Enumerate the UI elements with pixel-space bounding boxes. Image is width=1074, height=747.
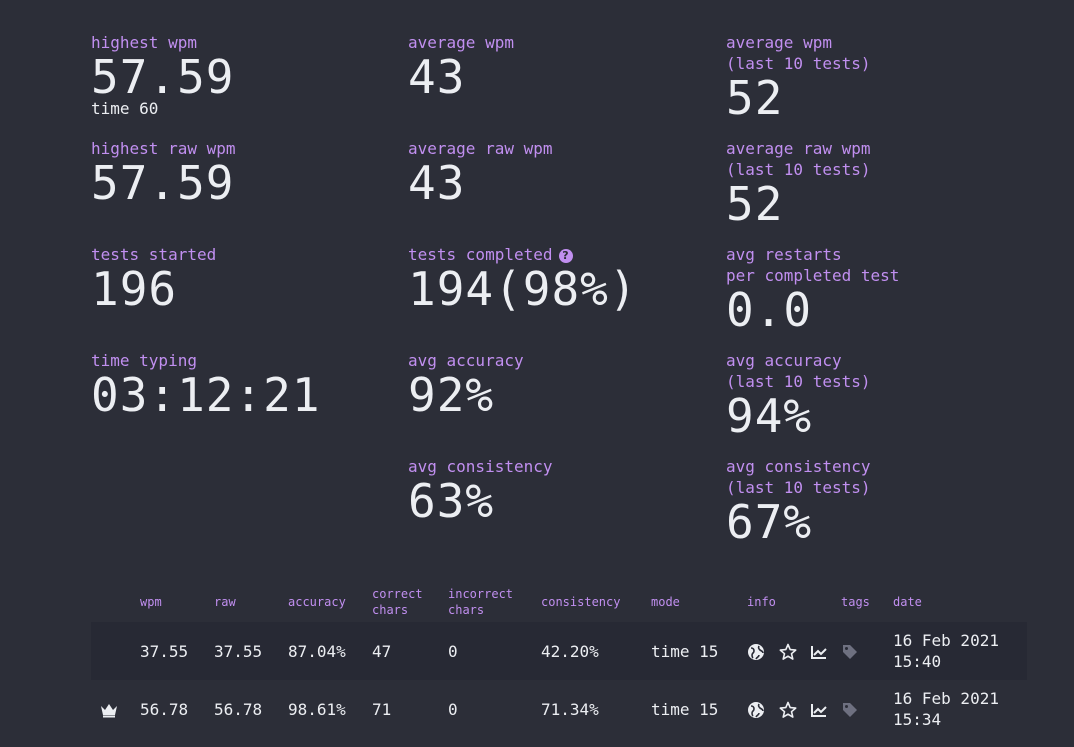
results-table: wpm raw accuracy correct chars incorrect… xyxy=(91,582,1027,738)
star-icon[interactable] xyxy=(779,701,797,719)
cell-info xyxy=(743,680,837,738)
stat-label: avg consistency (last 10 tests) xyxy=(726,457,871,497)
header-consistency[interactable]: consistency xyxy=(541,595,621,609)
stat-avg-consistency: avg consistency 63% xyxy=(408,456,553,525)
cell-mode: time 15 xyxy=(647,622,743,680)
stat-label: tests started xyxy=(91,245,217,264)
cell-raw: 37.55 xyxy=(210,622,284,680)
stat-label-row: tests completed? xyxy=(408,244,638,265)
stat-value: 52 xyxy=(726,177,784,231)
cell-mode: time 15 xyxy=(647,680,743,738)
cell-info xyxy=(743,622,837,680)
stat-value: 194(98%) xyxy=(408,262,638,316)
pb-cell xyxy=(91,622,136,680)
stat-average-wpm-last10: average wpm (last 10 tests) 52 xyxy=(726,32,871,122)
stat-value: 92% xyxy=(408,368,495,422)
stat-avg-accuracy-last10: avg accuracy (last 10 tests) 94% xyxy=(726,350,871,440)
chart-line-icon[interactable] xyxy=(810,643,828,661)
cell-date: 16 Feb 2021 15:40 xyxy=(889,622,1027,680)
stat-label: avg accuracy (last 10 tests) xyxy=(726,351,871,391)
tag-icon[interactable] xyxy=(841,701,859,719)
cell-consistency: 71.34% xyxy=(537,680,647,738)
table-header-row: wpm raw accuracy correct chars incorrect… xyxy=(91,582,1027,622)
crown-icon xyxy=(99,702,119,718)
header-wpm[interactable]: wpm xyxy=(140,595,162,609)
star-icon[interactable] xyxy=(779,643,797,661)
pb-cell xyxy=(91,680,136,738)
stat-label: tests completed xyxy=(408,245,553,264)
stat-value: 94% xyxy=(726,389,813,443)
stat-average-raw: average raw wpm 43 xyxy=(408,138,553,207)
stat-highest-raw: highest raw wpm 57.59 xyxy=(91,138,236,207)
stat-average-raw-last10: average raw wpm (last 10 tests) 52 xyxy=(726,138,871,228)
globe-icon[interactable] xyxy=(747,643,765,661)
stat-label: avg restarts per completed test xyxy=(726,245,900,285)
tag-icon[interactable] xyxy=(841,643,859,661)
cell-incorrect: 0 xyxy=(444,622,537,680)
cell-raw: 56.78 xyxy=(210,680,284,738)
stat-sub: time 60 xyxy=(91,99,159,118)
stat-tests-completed: tests completed? 194(98%) xyxy=(408,244,638,313)
stat-highest-wpm: highest wpm 57.59 time 60 xyxy=(91,32,234,119)
cell-tags xyxy=(837,622,889,680)
header-raw[interactable]: raw xyxy=(214,595,236,609)
stat-label: avg consistency xyxy=(408,457,553,476)
cell-correct: 47 xyxy=(368,622,444,680)
cell-date: 16 Feb 2021 15:34 xyxy=(889,680,1027,738)
stat-label: average raw wpm (last 10 tests) xyxy=(726,139,871,179)
stat-value: 03:12:21 xyxy=(91,368,321,422)
header-pb xyxy=(91,582,136,622)
cell-accuracy: 98.61% xyxy=(284,680,368,738)
cell-incorrect: 0 xyxy=(444,680,537,738)
stat-value: 43 xyxy=(408,50,466,104)
chart-line-icon[interactable] xyxy=(810,701,828,719)
stat-value: 57.59 xyxy=(91,156,235,210)
stat-label: average raw wpm xyxy=(408,139,553,158)
stat-value: 57.59 xyxy=(91,50,235,104)
cell-tags xyxy=(837,680,889,738)
cell-accuracy: 87.04% xyxy=(284,622,368,680)
table-row: 37.55 37.55 87.04% 47 0 42.20% time 15 1… xyxy=(91,622,1027,680)
globe-icon[interactable] xyxy=(747,701,765,719)
header-incorrect-chars[interactable]: incorrect chars xyxy=(448,587,514,617)
stat-tests-started: tests started 196 xyxy=(91,244,216,313)
stat-avg-consistency-last10: avg consistency (last 10 tests) 67% xyxy=(726,456,871,546)
stat-avg-restarts: avg restarts per completed test 0.0 xyxy=(726,244,899,334)
header-info: info xyxy=(747,595,776,609)
header-mode[interactable]: mode xyxy=(651,595,680,609)
stat-time-typing: time typing 03:12:21 xyxy=(91,350,321,419)
header-accuracy[interactable]: accuracy xyxy=(288,595,346,609)
table-row: 56.78 56.78 98.61% 71 0 71.34% time 15 1… xyxy=(91,680,1027,738)
stat-value: 43 xyxy=(408,156,466,210)
question-circle-icon[interactable]: ? xyxy=(558,249,573,263)
stat-label: average wpm (last 10 tests) xyxy=(726,33,871,73)
header-date[interactable]: date xyxy=(893,595,922,609)
stat-label: highest wpm xyxy=(91,33,197,52)
stat-label: avg accuracy xyxy=(408,351,524,370)
stat-value: 0.0 xyxy=(726,283,813,337)
stat-average-wpm: average wpm 43 xyxy=(408,32,514,101)
header-correct-chars[interactable]: correct chars xyxy=(372,587,423,617)
stat-label: highest raw wpm xyxy=(91,139,236,158)
stat-avg-accuracy: avg accuracy 92% xyxy=(408,350,524,419)
stat-value: 196 xyxy=(91,262,178,316)
stat-value: 63% xyxy=(408,474,495,528)
stat-label: time typing xyxy=(91,351,197,370)
cell-correct: 71 xyxy=(368,680,444,738)
header-tags: tags xyxy=(841,595,870,609)
cell-consistency: 42.20% xyxy=(537,622,647,680)
cell-wpm: 37.55 xyxy=(136,622,210,680)
stat-value: 52 xyxy=(726,71,784,125)
stat-label: average wpm xyxy=(408,33,514,52)
cell-wpm: 56.78 xyxy=(136,680,210,738)
stat-value: 67% xyxy=(726,495,813,549)
